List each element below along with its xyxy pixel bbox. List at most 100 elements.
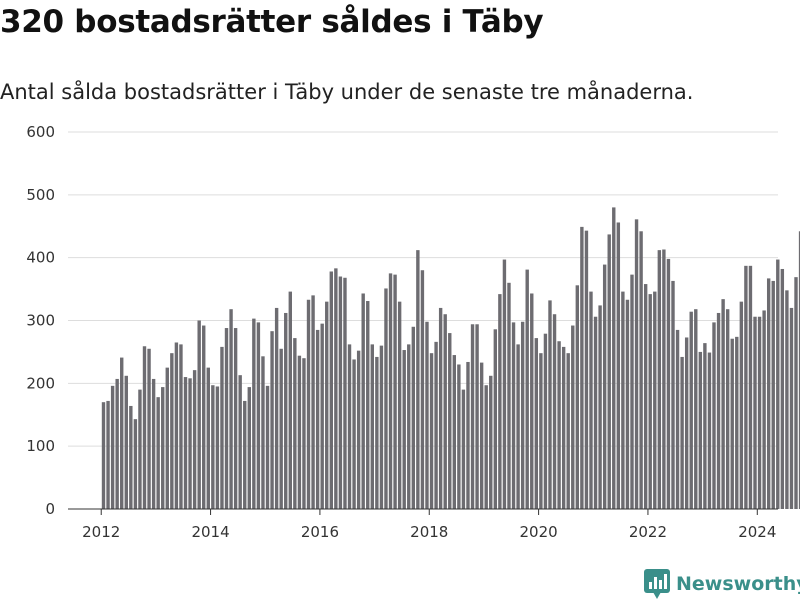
bar <box>138 389 142 509</box>
bar <box>598 305 602 509</box>
bar <box>206 367 210 510</box>
bar <box>643 284 648 509</box>
bar <box>630 274 634 509</box>
bar <box>776 259 780 509</box>
bar <box>115 378 119 509</box>
bar <box>748 265 753 509</box>
x-tick-label: 2020 <box>520 523 558 541</box>
bar <box>753 316 757 509</box>
bar <box>525 269 529 509</box>
bar <box>161 387 165 509</box>
bar <box>739 301 744 509</box>
bar-chart: 0 100 200 300 400 500 600 2012 2014 2016 2018 2020… <box>26 123 800 541</box>
bar <box>557 341 561 509</box>
bar <box>211 385 215 509</box>
newsworthy-logo-icon <box>644 569 670 599</box>
bar <box>452 355 457 509</box>
bar <box>265 385 270 509</box>
bar <box>297 355 302 509</box>
bar <box>252 318 256 509</box>
bar <box>438 307 443 509</box>
chart-subtitle: Antal sålda bostadsrätter i Täby under d… <box>0 80 694 104</box>
x-tick-label: 2016 <box>301 523 339 541</box>
bar <box>561 346 566 509</box>
bar <box>192 370 197 509</box>
bar <box>566 353 570 509</box>
bar <box>302 358 306 509</box>
bar <box>293 338 297 509</box>
bar <box>229 309 233 509</box>
bar <box>766 278 771 509</box>
y-tick-label: 600 <box>26 123 55 141</box>
bar <box>101 402 106 509</box>
bar <box>703 343 707 509</box>
bar <box>794 277 798 509</box>
bar <box>634 219 639 509</box>
bar <box>375 356 379 509</box>
bar <box>279 348 283 509</box>
bar <box>662 249 666 509</box>
bar <box>224 328 229 509</box>
bar <box>548 300 552 509</box>
bars <box>101 207 800 510</box>
x-tick-label: 2024 <box>738 523 776 541</box>
brand: Newsworthy <box>644 568 800 600</box>
bar <box>311 295 315 509</box>
bar <box>694 309 698 509</box>
bar <box>174 342 179 509</box>
bar <box>402 350 406 509</box>
bar <box>684 337 689 509</box>
bar <box>493 329 498 509</box>
bar <box>133 419 138 509</box>
bar <box>434 341 438 509</box>
bar <box>621 291 625 509</box>
brand-name: Newsworthy <box>676 573 800 595</box>
bar <box>671 280 675 509</box>
bar <box>238 375 242 509</box>
bar <box>243 400 247 509</box>
bar <box>780 268 785 509</box>
bar <box>612 207 616 509</box>
bar <box>179 344 183 509</box>
bar <box>247 387 251 509</box>
bar <box>443 314 447 509</box>
bar <box>288 291 292 509</box>
bar <box>306 299 311 509</box>
bar <box>416 250 420 509</box>
bar <box>757 316 762 509</box>
bar <box>407 344 411 509</box>
bar <box>165 367 169 510</box>
bar <box>589 291 593 509</box>
bar <box>716 312 721 509</box>
bar <box>735 336 739 509</box>
bar <box>202 325 206 509</box>
bar <box>698 351 703 509</box>
bar <box>470 324 475 509</box>
bar <box>366 301 370 509</box>
bar <box>338 276 343 509</box>
bar <box>785 290 789 509</box>
bar <box>502 259 507 509</box>
bar <box>142 346 147 509</box>
bar <box>653 291 657 509</box>
bar <box>156 397 160 509</box>
bar <box>712 322 716 509</box>
bar <box>530 293 534 509</box>
bar <box>425 321 429 509</box>
bar <box>639 231 643 509</box>
bar <box>721 299 725 509</box>
bar <box>511 322 516 509</box>
bar <box>215 386 220 509</box>
x-tick-label: 2014 <box>191 523 229 541</box>
y-tick-label: 100 <box>26 437 55 455</box>
bar <box>498 294 502 509</box>
bar <box>680 356 684 509</box>
bar <box>516 344 520 509</box>
bar <box>575 285 580 509</box>
bar <box>343 277 347 509</box>
bar <box>220 346 224 509</box>
bar <box>534 338 539 509</box>
bar <box>725 309 730 509</box>
bar <box>261 356 265 509</box>
x-tick-label: 2018 <box>410 523 448 541</box>
